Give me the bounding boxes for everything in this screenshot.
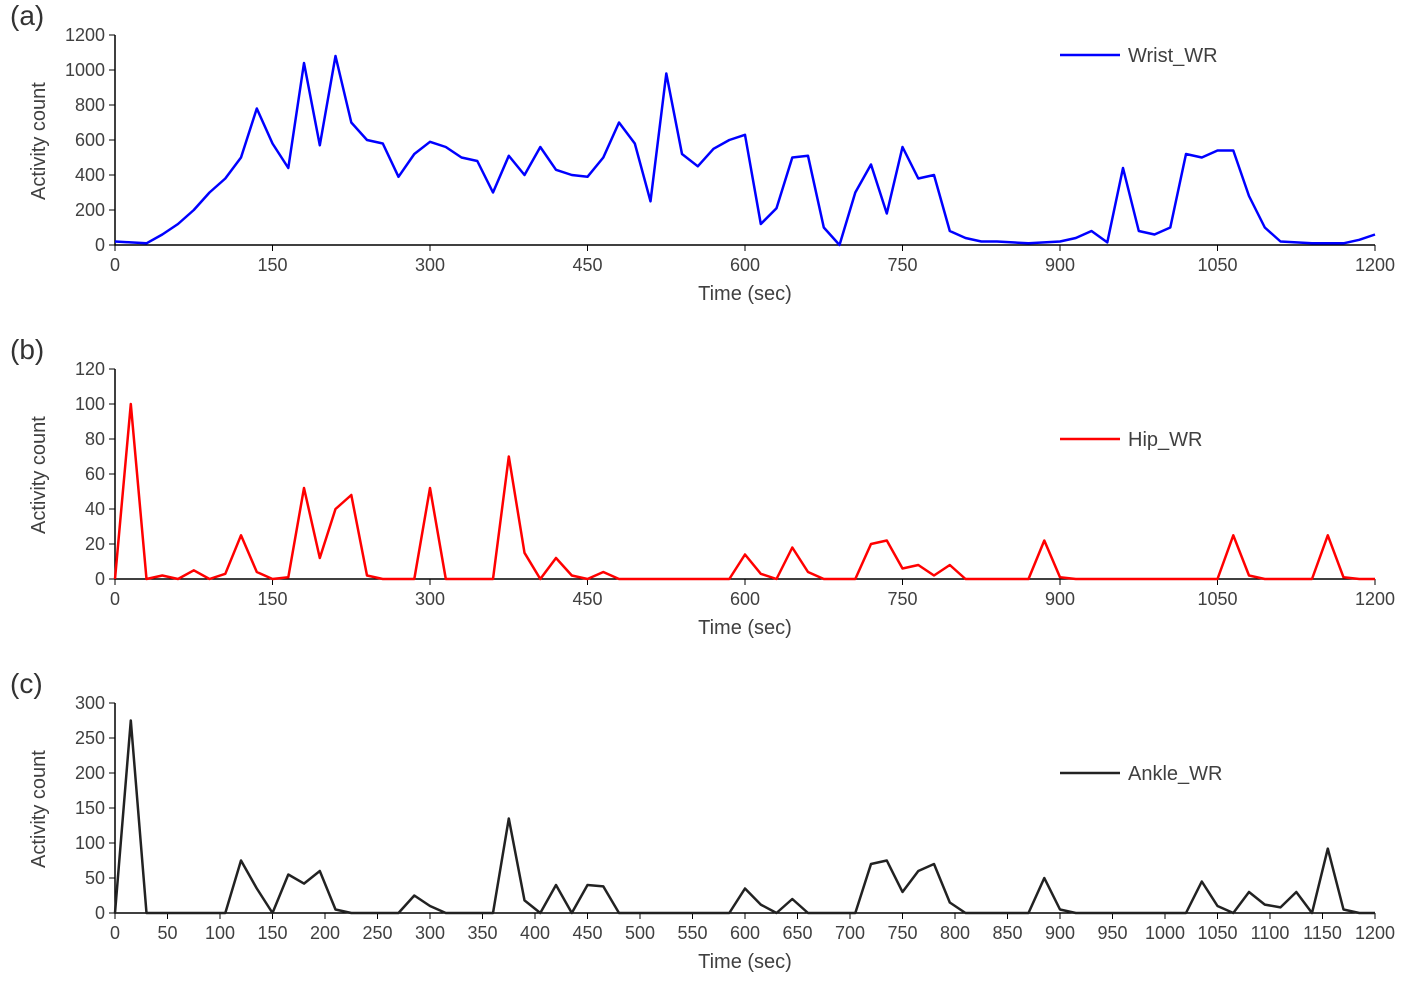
svg-text:150: 150	[257, 923, 287, 943]
svg-text:50: 50	[85, 868, 105, 888]
axis	[115, 369, 1375, 579]
svg-text:300: 300	[415, 589, 445, 609]
svg-text:1200: 1200	[1355, 255, 1395, 275]
svg-text:600: 600	[730, 923, 760, 943]
svg-text:600: 600	[730, 589, 760, 609]
svg-text:750: 750	[887, 923, 917, 943]
svg-text:1200: 1200	[65, 25, 105, 45]
svg-text:250: 250	[362, 923, 392, 943]
x-axis-label: Time (sec)	[698, 951, 792, 973]
svg-text:1050: 1050	[1197, 255, 1237, 275]
svg-text:200: 200	[310, 923, 340, 943]
svg-text:300: 300	[75, 693, 105, 713]
svg-text:50: 50	[157, 923, 177, 943]
svg-text:900: 900	[1045, 255, 1075, 275]
axis	[115, 703, 1375, 913]
legend-label: Hip_WR	[1128, 429, 1202, 451]
svg-text:150: 150	[75, 798, 105, 818]
svg-text:450: 450	[572, 255, 602, 275]
chart-holder: 0204060801001200150300450600750900105012…	[0, 334, 1405, 654]
svg-text:450: 450	[572, 589, 602, 609]
legend-label: Ankle_WR	[1128, 763, 1222, 785]
panel-a: (a)Activity count02004006008001000120001…	[0, 0, 1414, 334]
svg-text:750: 750	[887, 255, 917, 275]
svg-text:900: 900	[1045, 589, 1075, 609]
svg-text:150: 150	[257, 589, 287, 609]
svg-text:500: 500	[625, 923, 655, 943]
svg-text:40: 40	[85, 499, 105, 519]
svg-text:1150: 1150	[1303, 923, 1342, 943]
svg-text:1200: 1200	[1355, 923, 1395, 943]
svg-text:550: 550	[677, 923, 707, 943]
svg-text:0: 0	[95, 569, 105, 589]
panel-c: (c)Activity count05010015020025030005010…	[0, 668, 1414, 1002]
svg-text:250: 250	[75, 728, 105, 748]
svg-text:650: 650	[782, 923, 812, 943]
data-series-line	[115, 721, 1375, 914]
svg-text:0: 0	[110, 255, 120, 275]
chart-svg: 0204060801001200150300450600750900105012…	[0, 334, 1405, 649]
chart-svg: 0 200 400 600 800 1000 1200 0 150 300 450 600 750 900…	[0, 0, 1405, 315]
svg-text:600: 600	[75, 130, 105, 150]
svg-text:100: 100	[75, 394, 105, 414]
svg-text:950: 950	[1097, 923, 1127, 943]
svg-text:400: 400	[520, 923, 550, 943]
svg-text:700: 700	[835, 923, 865, 943]
svg-text:60: 60	[85, 464, 105, 484]
chart-holder: 0 200 400 600 800 1000 1200 0 150 300 450 600 750 900…	[0, 0, 1405, 320]
chart-svg: 0 50 100 150 200 250 300 0 50 100 150 200 250 300 350 4…	[0, 668, 1405, 983]
svg-text:900: 900	[1045, 923, 1075, 943]
svg-text:400: 400	[75, 165, 105, 185]
svg-text:750: 750	[887, 589, 917, 609]
svg-text:300: 300	[415, 923, 445, 943]
svg-text:100: 100	[205, 923, 235, 943]
svg-text:0: 0	[110, 589, 120, 609]
svg-text:1050: 1050	[1197, 923, 1237, 943]
x-axis-label: Time (sec)	[698, 283, 792, 305]
data-series-line	[115, 56, 1375, 245]
svg-text:300: 300	[415, 255, 445, 275]
figure-root: (a)Activity count02004006008001000120001…	[0, 0, 1414, 1003]
svg-text:850: 850	[992, 923, 1022, 943]
svg-text:200: 200	[75, 200, 105, 220]
svg-text:0: 0	[95, 903, 105, 923]
svg-text:0: 0	[110, 923, 120, 943]
chart-holder: 0 50 100 150 200 250 300 0 50 100 150 200 250 300 350 4…	[0, 668, 1405, 988]
svg-text:120: 120	[75, 359, 105, 379]
svg-text:80: 80	[85, 429, 105, 449]
svg-text:1200: 1200	[1355, 589, 1395, 609]
svg-text:1050: 1050	[1197, 589, 1237, 609]
svg-text:150: 150	[257, 255, 287, 275]
svg-text:1000: 1000	[65, 60, 105, 80]
svg-text:1000: 1000	[1145, 923, 1185, 943]
svg-text:800: 800	[75, 95, 105, 115]
svg-text:800: 800	[940, 923, 970, 943]
legend-label: Wrist_WR	[1128, 45, 1218, 67]
svg-text:200: 200	[75, 763, 105, 783]
panel-b: (b)Activity count02040608010012001503004…	[0, 334, 1414, 668]
svg-text:1100: 1100	[1251, 923, 1290, 943]
svg-text:0: 0	[95, 235, 105, 255]
svg-text:600: 600	[730, 255, 760, 275]
svg-text:20: 20	[85, 534, 105, 554]
svg-text:450: 450	[572, 923, 602, 943]
svg-text:100: 100	[75, 833, 105, 853]
svg-text:350: 350	[467, 923, 497, 943]
x-axis-label: Time (sec)	[698, 617, 792, 639]
